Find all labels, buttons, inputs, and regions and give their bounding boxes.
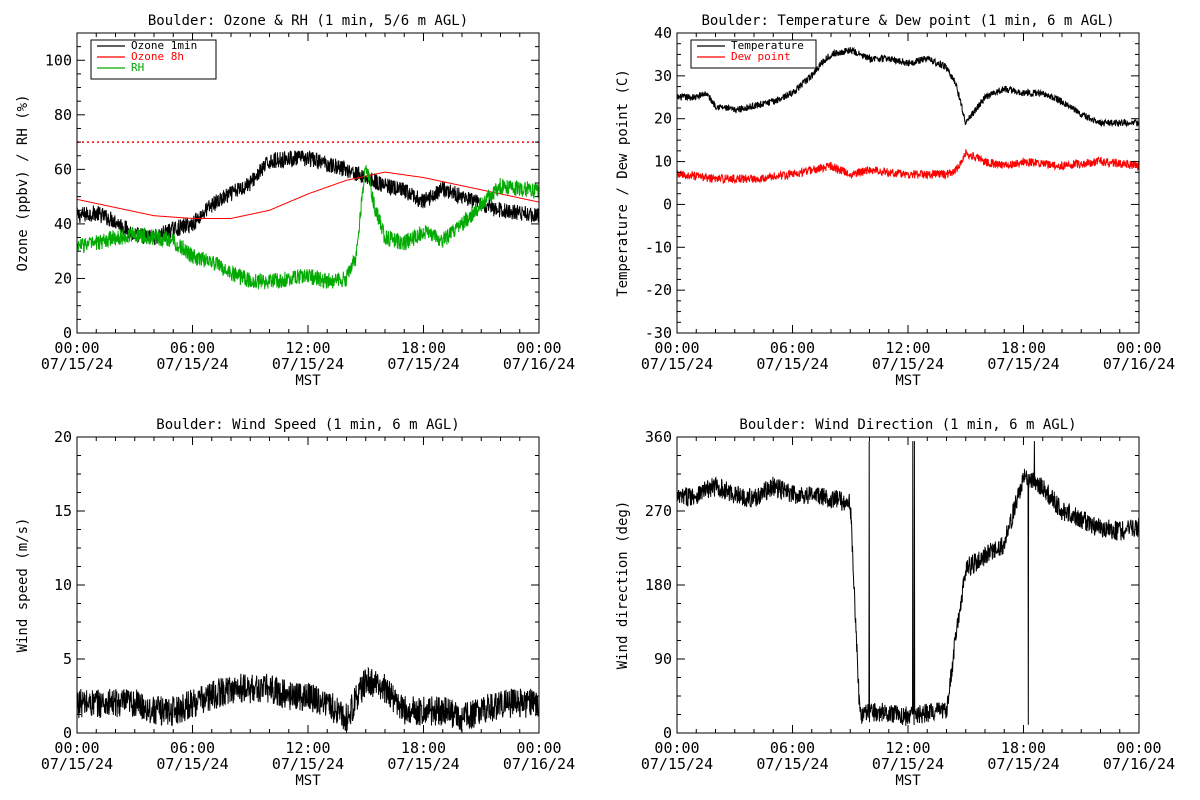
- legend-label: Ozone 1min: [131, 39, 197, 52]
- x-axis-label: MST: [295, 773, 321, 789]
- y-tick-label: 30: [654, 67, 672, 85]
- y-axis-label: Wind speed (m/s): [15, 518, 31, 653]
- y-tick-label: 20: [54, 269, 72, 287]
- x-tick-time-label: 12:00: [885, 739, 930, 757]
- x-tick-time-label: 00:00: [516, 339, 561, 357]
- x-axis-label: MST: [895, 373, 921, 389]
- x-tick-time-label: 18:00: [1001, 739, 1046, 757]
- y-tick-label: 0: [63, 324, 72, 342]
- plot-frame: [676, 436, 1140, 734]
- y-tick-label: -10: [645, 238, 672, 256]
- x-tick-date-label: 07/15/24: [156, 755, 228, 773]
- x-tick-time-label: 00:00: [54, 339, 99, 357]
- x-tick-date-label: 07/15/24: [387, 355, 459, 373]
- y-axis-label: Ozone (ppbv) / RH (%): [15, 94, 31, 271]
- y-tick-label: 20: [654, 110, 672, 128]
- y-tick-label: 40: [654, 24, 672, 42]
- x-tick-date-label: 07/15/24: [272, 755, 344, 773]
- x-tick-date-label: 07/15/24: [872, 355, 944, 373]
- x-tick-date-label: 07/15/24: [156, 355, 228, 373]
- x-tick-date-label: 07/15/24: [41, 355, 113, 373]
- legend-label: RH: [131, 61, 144, 74]
- x-tick-time-label: 12:00: [885, 339, 930, 357]
- y-tick-label: 180: [645, 576, 672, 594]
- legend-label: Ozone 8h: [131, 50, 184, 63]
- x-tick-time-label: 00:00: [654, 739, 699, 757]
- y-tick-label: 15: [54, 502, 72, 520]
- y-tick-label: 270: [645, 502, 672, 520]
- y-tick-label: 5: [63, 650, 72, 668]
- x-tick-time-label: 18:00: [401, 339, 446, 357]
- chart-title: Boulder: Ozone & RH (1 min, 5/6 m AGL): [148, 13, 468, 29]
- legend-label: Dew point: [731, 50, 791, 63]
- x-tick-time-label: 00:00: [516, 739, 561, 757]
- y-tick-label: 60: [54, 160, 72, 178]
- x-tick-date-label: 07/15/24: [41, 755, 113, 773]
- x-tick-time-label: 12:00: [285, 339, 330, 357]
- x-tick-date-label: 07/15/24: [987, 755, 1059, 773]
- y-tick-label: 100: [45, 51, 72, 69]
- series-line-3: [77, 164, 539, 290]
- y-tick-label: 40: [54, 215, 72, 233]
- x-tick-date-label: 07/15/24: [387, 755, 459, 773]
- series-line-1: [77, 666, 539, 732]
- series-line-1: [77, 149, 539, 246]
- x-tick-time-label: 18:00: [1001, 339, 1046, 357]
- x-tick-time-label: 06:00: [170, 739, 215, 757]
- series-line-1: [677, 441, 1139, 726]
- x-tick-date-label: 07/15/24: [872, 755, 944, 773]
- x-tick-date-label: 07/15/24: [756, 355, 828, 373]
- y-axis-label: Temperature / Dew point (C): [615, 69, 631, 297]
- y-tick-label: -20: [645, 281, 672, 299]
- plot-frame: [76, 436, 540, 734]
- x-tick-time-label: 06:00: [170, 339, 215, 357]
- y-tick-label: 0: [663, 724, 672, 742]
- x-tick-date-label: 07/15/24: [987, 355, 1059, 373]
- x-axis-label: MST: [895, 773, 921, 789]
- x-tick-time-label: 06:00: [770, 739, 815, 757]
- chart-panel-1: Boulder: Ozone & RH (1 min, 5/6 m AGL) 0 2…: [15, 13, 575, 389]
- chart-panel-4: Boulder: Wind Direction (1 min, 6 m AGL)…: [615, 417, 1175, 789]
- y-tick-label: -30: [645, 324, 672, 342]
- x-tick-date-label: 07/16/24: [503, 755, 575, 773]
- x-tick-date-label: 07/16/24: [503, 355, 575, 373]
- chart-panel-2: Boulder: Temperature & Dew point (1 min,…: [615, 13, 1175, 389]
- chart-title: Boulder: Wind Speed (1 min, 6 m AGL): [156, 417, 459, 433]
- x-tick-date-label: 07/16/24: [1103, 355, 1175, 373]
- x-tick-date-label: 07/16/24: [1103, 755, 1175, 773]
- y-tick-label: 0: [63, 724, 72, 742]
- x-tick-time-label: 00:00: [1116, 739, 1161, 757]
- legend-box: [690, 39, 817, 69]
- series-line-1: [677, 46, 1139, 128]
- y-tick-label: 10: [654, 153, 672, 171]
- series-line-2: [677, 149, 1139, 185]
- x-tick-time-label: 00:00: [54, 739, 99, 757]
- x-tick-date-label: 07/15/24: [641, 355, 713, 373]
- x-axis-label: MST: [295, 373, 321, 389]
- y-axis-label: Wind direction (deg): [615, 501, 631, 670]
- x-tick-date-label: 07/15/24: [641, 755, 713, 773]
- x-tick-time-label: 06:00: [770, 339, 815, 357]
- x-tick-time-label: 12:00: [285, 739, 330, 757]
- legend-label: Temperature: [731, 39, 804, 52]
- y-tick-label: 20: [54, 428, 72, 446]
- x-tick-time-label: 00:00: [1116, 339, 1161, 357]
- y-tick-label: 10: [54, 576, 72, 594]
- y-tick-label: 360: [645, 428, 672, 446]
- y-tick-label: 80: [54, 106, 72, 124]
- chart-panel-3: Boulder: Wind Speed (1 min, 6 m AGL) 0 5 10…: [15, 417, 575, 789]
- x-tick-date-label: 07/15/24: [272, 355, 344, 373]
- y-tick-label: 0: [663, 195, 672, 213]
- chart-title: Boulder: Wind Direction (1 min, 6 m AGL): [739, 417, 1076, 433]
- y-tick-label: 90: [654, 650, 672, 668]
- x-tick-date-label: 07/15/24: [756, 755, 828, 773]
- x-tick-time-label: 00:00: [654, 339, 699, 357]
- x-tick-time-label: 18:00: [401, 739, 446, 757]
- plot-frame: [676, 32, 1140, 334]
- series-line-2: [77, 171, 539, 219]
- chart-title: Boulder: Temperature & Dew point (1 min,…: [701, 13, 1114, 29]
